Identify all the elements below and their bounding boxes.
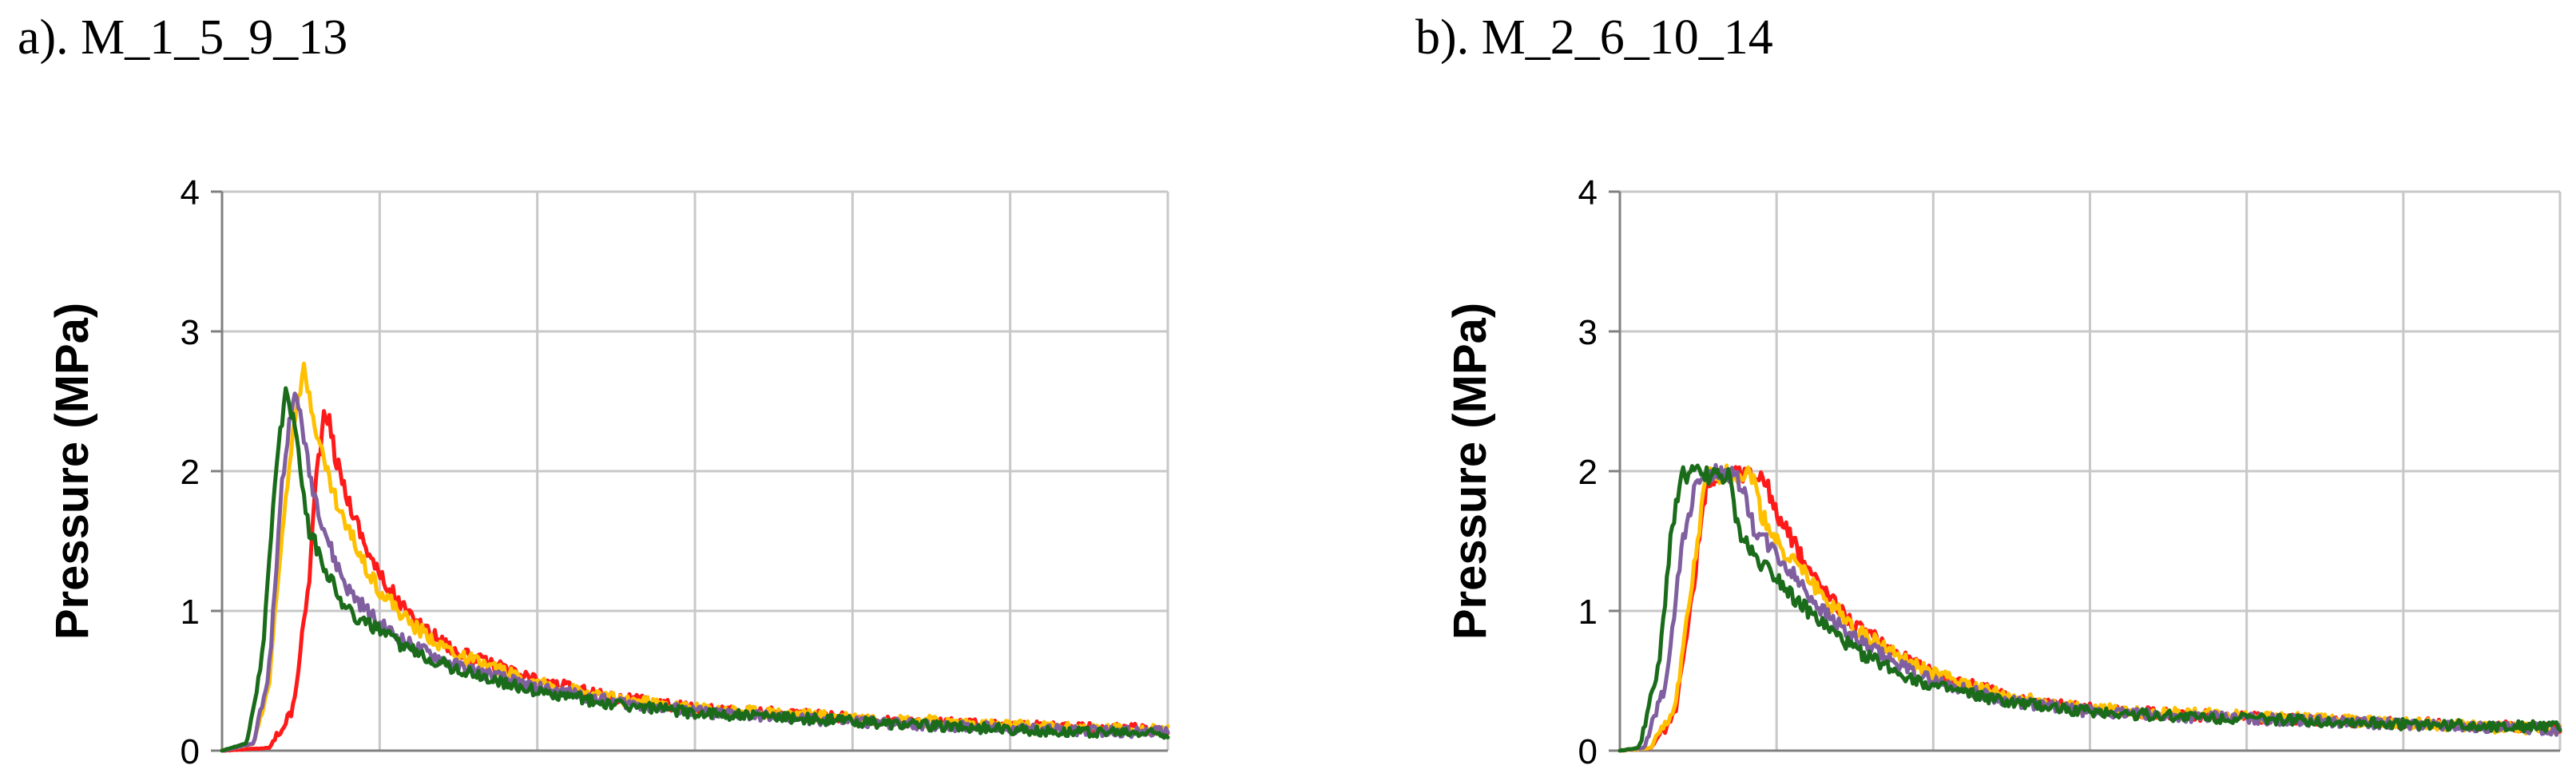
chart-b-ylabel: Pressure (MPa) [1444,303,1496,640]
chart-a-ytick-label: 3 [181,313,200,352]
chart-a-ytick-label: 0 [181,732,200,771]
chart-b: 0 1 2 3 4 Pressure (MPa) [1444,173,2562,771]
chart-b-ytick-label: 2 [1578,453,1598,492]
chart-b-ytick-label: 0 [1578,732,1598,771]
chart-a-ylabel: Pressure (MPa) [46,303,98,640]
chart-b-ytick-label: 1 [1578,593,1598,632]
chart-a-ytick-label: 4 [181,173,200,212]
chart-a-ytick-label: 2 [181,453,200,492]
chart-b-title: b). M_2_6_10_14 [1415,10,1773,65]
chart-b-series-line [1617,463,2562,753]
chart-b-ytick-label: 4 [1578,173,1598,212]
chart-a-ytick-label: 1 [181,593,200,632]
chart-b-ytick-label: 3 [1578,313,1598,352]
chart-a-series-line [220,386,1170,753]
chart-a-title: a). M_1_5_9_13 [18,10,348,65]
chart-a: 0 1 2 3 4 Pressure (MPa) [46,173,1170,771]
